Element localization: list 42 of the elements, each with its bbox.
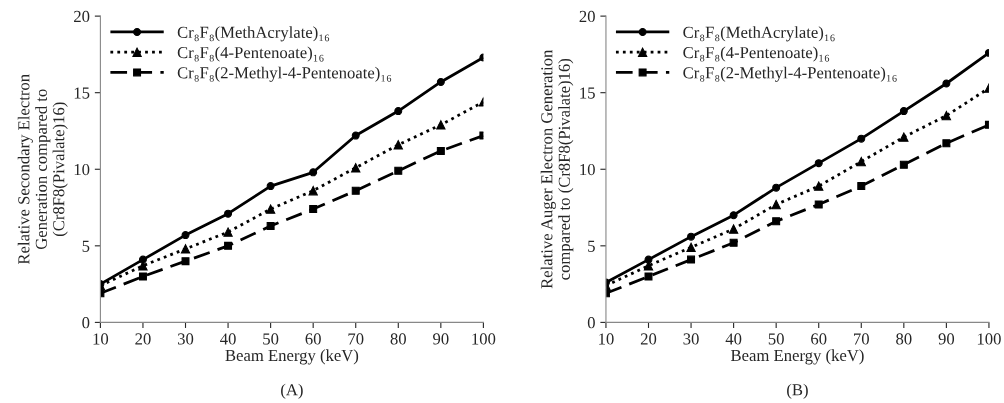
y-tick-label: 20 — [579, 10, 595, 23]
y-tick-label: 10 — [580, 163, 595, 176]
y-tick-label: 15 — [580, 87, 595, 99]
x-tick-label: 30 — [177, 333, 194, 345]
x-tick-label: 20 — [640, 333, 657, 345]
x-tick-label: 100 — [472, 333, 496, 345]
x-tick-label: 70 — [854, 333, 869, 345]
x-tick-label: 50 — [768, 333, 784, 345]
x-tick-label: 30 — [683, 333, 699, 345]
x-tick-label: 50 — [263, 333, 279, 345]
x-tick-label: 20 — [135, 333, 151, 345]
x-tick-label: 60 — [305, 333, 321, 345]
legend-label: Cr₈F₈(2-Methyl-4-Pentenoate)₁₆ — [683, 66, 897, 82]
text: (A) — [281, 383, 303, 399]
x-tick-label: 70 — [348, 333, 364, 345]
x-tick-label: 40 — [725, 333, 742, 345]
legend-label: Cr₈F₈(MethAcrylate)₁₆ — [683, 26, 835, 42]
x-tick-label: 10 — [93, 333, 109, 345]
x-tick-label: 90 — [433, 333, 449, 345]
y-tick-label: 10 — [74, 163, 90, 176]
x-tick-label: 60 — [811, 333, 827, 345]
y-tick-label: 15 — [74, 87, 90, 99]
text: (B) — [787, 383, 808, 399]
y-axis-title: Relative Secondary Electron Generation compared to (Cr8F8(Pivalate)16) — [17, 74, 68, 265]
y-tick-label: 5 — [588, 240, 595, 252]
x-axis-title: Beam Energy (keV) — [225, 349, 359, 365]
legend-label: Cr₈F₈(4-Pentenoate)₁₆ — [177, 46, 324, 62]
y-tick-label: 5 — [82, 240, 90, 252]
x-tick-label: 80 — [390, 333, 406, 345]
x-axis-title: Beam Energy (keV) — [730, 349, 864, 365]
x-tick-label: 10 — [599, 333, 614, 345]
y-axis-title: Relative Auger Electron Generation compared to (Cr8F8(Pivalate)16) — [540, 49, 574, 289]
y-tick-label: 0 — [587, 317, 595, 329]
y-tick-label: 0 — [82, 317, 90, 329]
legend-label: Cr₈F₈(MethAcrylate)₁₆ — [177, 26, 330, 42]
legend-label: Cr₈F₈(2-Methyl-4-Pentenoate)₁₆ — [177, 66, 392, 82]
x-tick-label: 100 — [977, 333, 1001, 345]
x-tick-label: 80 — [896, 333, 912, 345]
x-tick-label: 90 — [938, 333, 955, 345]
legend-label: Cr₈F₈(4-Pentenoate)₁₆ — [683, 46, 830, 62]
y-tick-label: 20 — [74, 10, 90, 23]
x-tick-label: 40 — [220, 333, 236, 345]
